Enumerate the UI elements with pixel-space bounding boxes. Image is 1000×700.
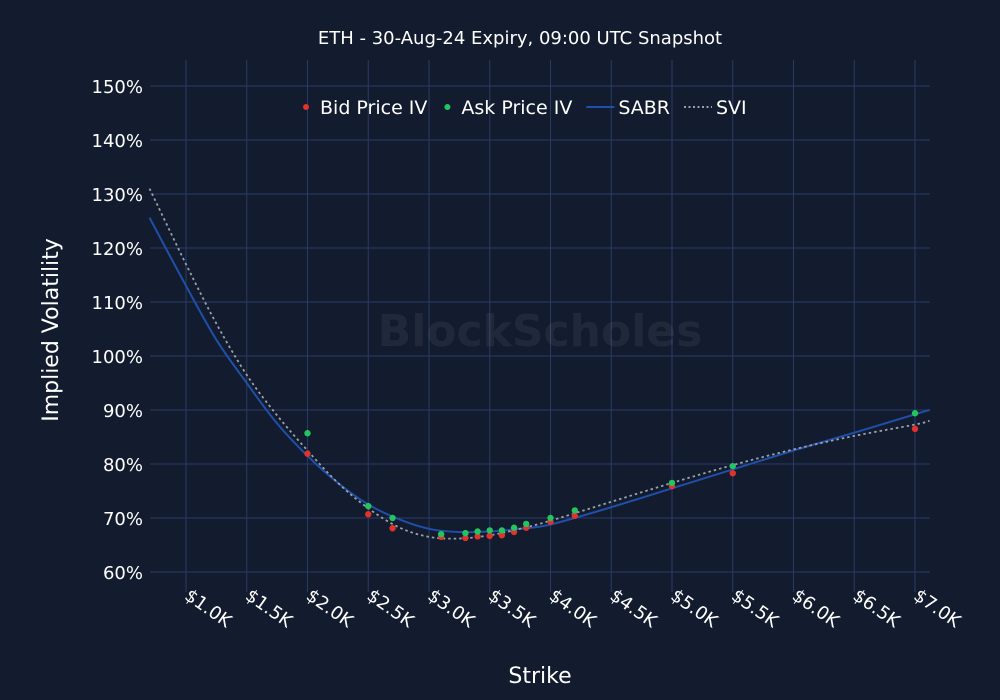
ask-price-iv-point (523, 520, 530, 528)
y-tick-label: 60% (103, 563, 143, 584)
ask-price-iv-point (437, 531, 445, 538)
series-lines (148, 188, 930, 540)
bid-price-iv-point (304, 450, 311, 457)
grid (150, 60, 930, 592)
ask-price-iv-point (486, 527, 493, 534)
y-tick-label: 90% (103, 401, 143, 422)
watermark: BlockScholes (378, 306, 703, 357)
y-tick-label: 80% (103, 455, 143, 476)
ask-price-iv-point (668, 479, 676, 487)
ask-price-iv-legend-label: Ask Price IV (461, 97, 572, 119)
x-axis-label: Strike (508, 664, 571, 689)
y-axis-ticks: 60% 70% 80% 90% 100% 110% 120% 130% 140% 150% (92, 77, 143, 584)
svi-legend-label: SVI (716, 97, 747, 119)
y-tick-label: 70% (103, 509, 143, 530)
y-tick-label: 150% (92, 77, 143, 98)
ask-price-iv-point (365, 502, 372, 510)
sabr-legend-label: SABR (618, 97, 670, 119)
y-tick-label: 140% (92, 131, 143, 152)
bid-price-iv-point (729, 469, 736, 477)
bid-price-iv-legend-label: Bid Price IV (320, 97, 427, 119)
ask-price-iv-point (474, 528, 481, 535)
bid-price-iv-point (389, 525, 396, 532)
sabr-line (148, 217, 930, 534)
y-tick-label: 110% (92, 293, 143, 314)
bid-price-iv-point (462, 534, 469, 542)
ask-price-iv-point (911, 410, 919, 417)
bid-price-iv-point (365, 511, 372, 518)
y-tick-label: 120% (92, 239, 143, 260)
ask-price-iv-point (304, 430, 311, 437)
ask-price-iv-legend-marker (444, 104, 451, 110)
ask-price-iv-point (729, 462, 736, 470)
bid-price-iv-point (486, 532, 493, 540)
bid-price-iv-point (474, 533, 481, 540)
y-tick-label: 100% (92, 347, 143, 368)
series-points (304, 410, 919, 542)
bid-price-iv-point (498, 532, 506, 539)
ask-price-iv-point (571, 507, 578, 514)
ask-price-iv-point (510, 524, 518, 531)
bid-price-iv-point (911, 425, 919, 433)
y-axis-label: Implied Volatility (39, 238, 64, 422)
y-tick-label: 130% (92, 185, 143, 206)
bid-price-iv-legend-marker (303, 104, 309, 110)
svi-line (148, 188, 930, 540)
ask-price-iv-point (547, 514, 554, 522)
chart-title: ETH - 30-Aug-24 Expiry, 09:00 UTC Snapsh… (318, 28, 722, 49)
legend: Bid Price IV Ask Price IV SABR SVI (303, 97, 747, 119)
ask-price-iv-point (462, 529, 469, 537)
ask-price-iv-point (389, 514, 396, 522)
bid-price-iv-point (571, 512, 578, 520)
ask-price-iv-point (498, 527, 506, 534)
